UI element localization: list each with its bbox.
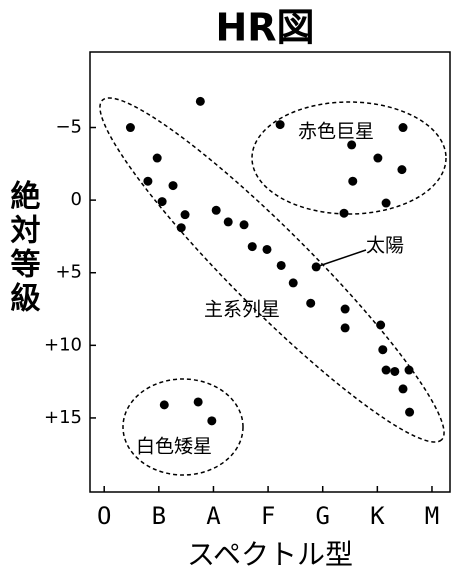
- star: [168, 181, 178, 191]
- star: [275, 120, 285, 130]
- x-tick-label: G: [315, 502, 329, 530]
- star: [193, 397, 203, 407]
- x-tick-label: O: [97, 502, 111, 530]
- star: [247, 242, 257, 252]
- star: [176, 223, 186, 233]
- sun-pointer: [315, 249, 367, 268]
- star: [306, 298, 316, 308]
- annotation: 赤色巨星: [298, 121, 374, 143]
- star: [180, 210, 190, 220]
- y-tick-label: +10: [44, 334, 82, 355]
- x-tick-label: F: [261, 502, 275, 530]
- star: [378, 345, 388, 355]
- y-axis-label: 絶対等級: [5, 179, 41, 316]
- annotation: 主系列星: [204, 299, 280, 321]
- star: [152, 153, 162, 163]
- x-axis-label: スペクトル型: [187, 538, 353, 571]
- star: [276, 260, 286, 270]
- star: [239, 220, 249, 230]
- star: [398, 123, 408, 133]
- chart-title: HR図: [215, 6, 314, 50]
- star: [404, 365, 414, 375]
- x-tick-label: K: [370, 502, 385, 530]
- star: [207, 416, 217, 426]
- annotation: 白色矮星: [136, 436, 212, 458]
- star: [398, 384, 408, 394]
- giant-ellipse: [251, 101, 447, 215]
- star: [195, 96, 205, 106]
- star: [381, 365, 391, 375]
- star: [125, 123, 135, 133]
- dwarf-ellipse: [122, 378, 244, 476]
- star: [288, 278, 298, 288]
- star: [157, 197, 167, 207]
- y-tick-label: +5: [55, 262, 82, 283]
- star: [340, 304, 350, 314]
- star: [381, 198, 391, 208]
- y-tick-label: 0: [71, 189, 82, 210]
- star: [262, 244, 272, 254]
- star: [311, 262, 321, 272]
- x-tick-label: B: [152, 502, 166, 530]
- main-sequence-ellipse: [99, 97, 445, 443]
- star: [405, 407, 415, 417]
- y-tick-label: +15: [44, 407, 82, 428]
- star: [223, 217, 233, 227]
- star: [348, 176, 358, 186]
- x-tick-label: M: [425, 502, 439, 530]
- star: [159, 400, 169, 410]
- x-tick-label: A: [206, 502, 221, 530]
- y-tick-label: −5: [55, 117, 82, 138]
- star: [143, 176, 153, 186]
- star: [376, 320, 386, 330]
- star: [340, 323, 350, 333]
- star: [390, 366, 400, 376]
- star: [211, 205, 221, 215]
- star: [397, 165, 407, 175]
- groups: [99, 97, 447, 476]
- star: [347, 140, 357, 150]
- annotation: 太陽: [366, 235, 404, 257]
- star: [339, 208, 349, 218]
- star: [373, 153, 383, 163]
